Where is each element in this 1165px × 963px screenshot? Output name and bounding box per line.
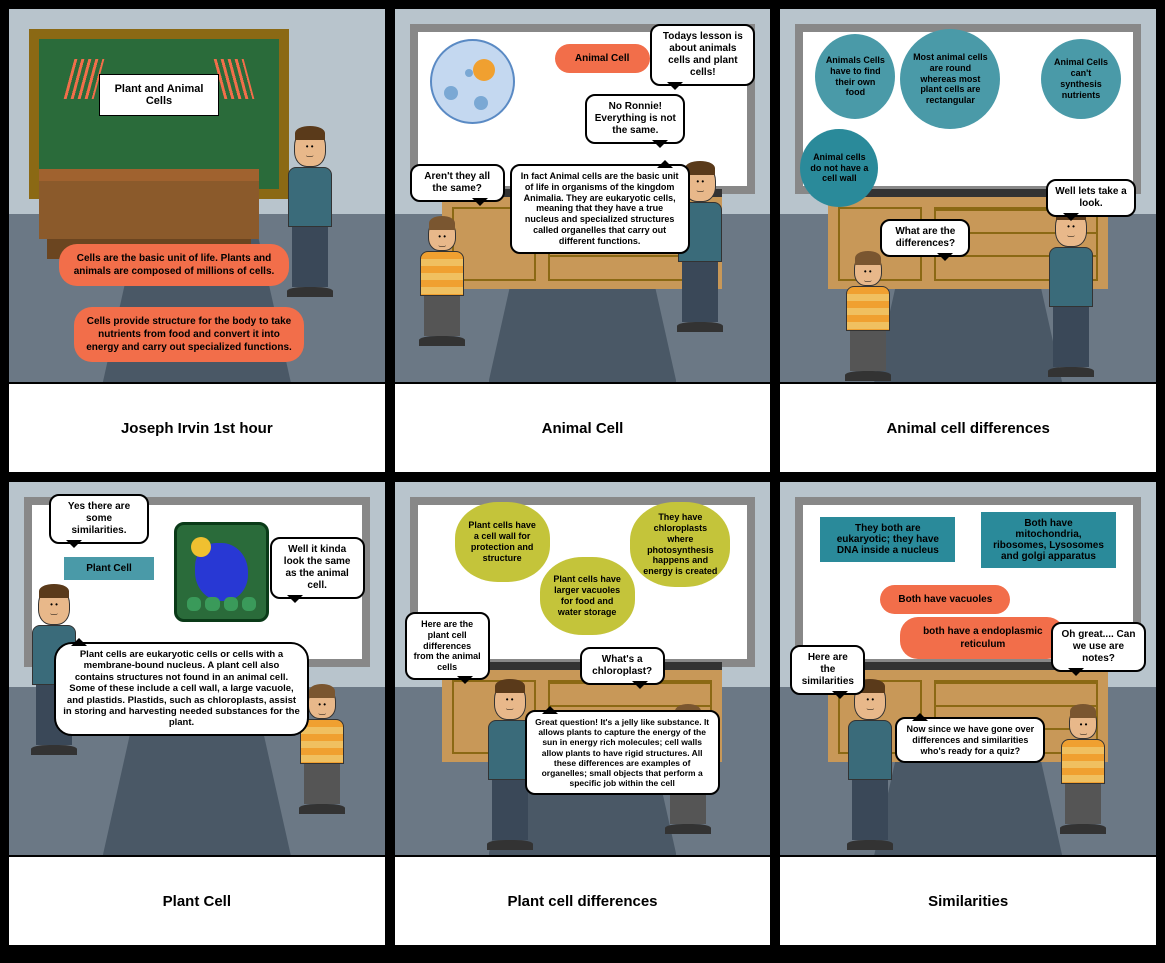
fact-circle-1: Animals Cells have to find their own foo… — [815, 34, 895, 119]
info-pill-2: Cells provide structure for the body to … — [74, 307, 304, 362]
fact-rect-1: They both are eukaryotic; they have DNA … — [820, 517, 955, 562]
speech-teacher-1: Here are the plant cell differences from… — [405, 612, 490, 680]
speech-teacher-1: Yes there are some similarities. — [49, 494, 149, 544]
scene-6: They both are eukaryotic; they have DNA … — [779, 481, 1157, 856]
panel-5: Plant cells have a cell wall for protect… — [394, 481, 772, 946]
storyboard-grid: Plant and Animal Cells • •‿ Cells are th… — [8, 8, 1157, 946]
fact-circle-2: Plant cells have larger vacuoles for foo… — [540, 557, 635, 635]
fact-circle-2: Most animal cells are round whereas most… — [900, 29, 1000, 129]
panel-2: Animal Cell • •‿ • •‿ Todays lesson is a… — [394, 8, 772, 473]
speech-student-1: Aren't they all the same? — [410, 164, 505, 202]
caption-2: Animal Cell — [394, 383, 772, 473]
caption-1: Joseph Irvin 1st hour — [8, 383, 386, 473]
speech-teacher-2: No Ronnie! Everything is not the same. — [585, 94, 685, 144]
speech-student-1: What are the differences? — [880, 219, 970, 257]
scene-4: Plant Cell • •‿ • •‿ Yes there are some … — [8, 481, 386, 856]
fact-pill-2: both have a endoplasmic reticulum — [900, 617, 1065, 659]
fact-circle-3: Animal Cells can't synthesis nutrients — [1041, 39, 1121, 119]
panel-6: They both are eukaryotic; they have DNA … — [779, 481, 1157, 946]
scene-3: Animals Cells have to find their own foo… — [779, 8, 1157, 383]
caption-5: Plant cell differences — [394, 856, 772, 946]
teacher-character: • •‿ — [275, 129, 345, 309]
scene-2: Animal Cell • •‿ • •‿ Todays lesson is a… — [394, 8, 772, 383]
speech-student-1: What's a chloroplast? — [580, 647, 665, 685]
fact-circle-3: They have chloroplasts where photosynthe… — [630, 502, 730, 587]
fact-rect-2: Both have mitochondria, ribosomes, Lysos… — [981, 512, 1116, 568]
speech-teacher-2: Great question! It's a jelly like substa… — [525, 710, 720, 795]
speech-teacher-1: Here are the similarities — [790, 645, 865, 695]
scene-5: Plant cells have a cell wall for protect… — [394, 481, 772, 856]
speech-student-1: Oh great.... Can we use are notes? — [1051, 622, 1146, 672]
plant-cell-label: Plant Cell — [64, 557, 154, 580]
student-character: • •‿ — [415, 219, 470, 349]
caption-3: Animal cell differences — [779, 383, 1157, 473]
panel-1: Plant and Animal Cells • •‿ Cells are th… — [8, 8, 386, 473]
teacher-character: • •‿ — [1036, 209, 1106, 383]
speech-teacher-2: Plant cells are eukaryotic cells or cell… — [54, 642, 309, 736]
scene-1: Plant and Animal Cells • •‿ Cells are th… — [8, 8, 386, 383]
student-character: • •‿ — [840, 254, 895, 383]
animal-cell-diagram — [430, 39, 515, 124]
teacher-desk — [39, 169, 259, 239]
fact-circle-1: Plant cells have a cell wall for protect… — [455, 502, 550, 582]
speech-student-1: Well it kinda look the same as the anima… — [270, 537, 365, 599]
caption-6: Similarities — [779, 856, 1157, 946]
speech-teacher-1: Well lets take a look. — [1046, 179, 1136, 217]
animal-cell-label: Animal Cell — [555, 44, 650, 73]
info-pill-1: Cells are the basic unit of life. Plants… — [59, 244, 289, 286]
speech-teacher-2: Now since we have gone over differences … — [895, 717, 1045, 763]
student-character: • •‿ — [1056, 707, 1111, 837]
fact-circle-4: Animal cells do not have a cell wall — [800, 129, 878, 207]
panel-4: Plant Cell • •‿ • •‿ Yes there are some … — [8, 481, 386, 946]
speech-teacher-3: In fact Animal cells are the basic unit … — [510, 164, 690, 254]
teacher-character: • •‿ — [835, 682, 905, 856]
panel-3: Animals Cells have to find their own foo… — [779, 8, 1157, 473]
caption-4: Plant Cell — [8, 856, 386, 946]
fact-pill-1: Both have vacuoles — [880, 585, 1010, 614]
plant-cell-diagram — [174, 522, 269, 622]
speech-teacher-1: Todays lesson is about animals cells and… — [650, 24, 755, 86]
chalkboard-title: Plant and Animal Cells — [99, 74, 219, 116]
